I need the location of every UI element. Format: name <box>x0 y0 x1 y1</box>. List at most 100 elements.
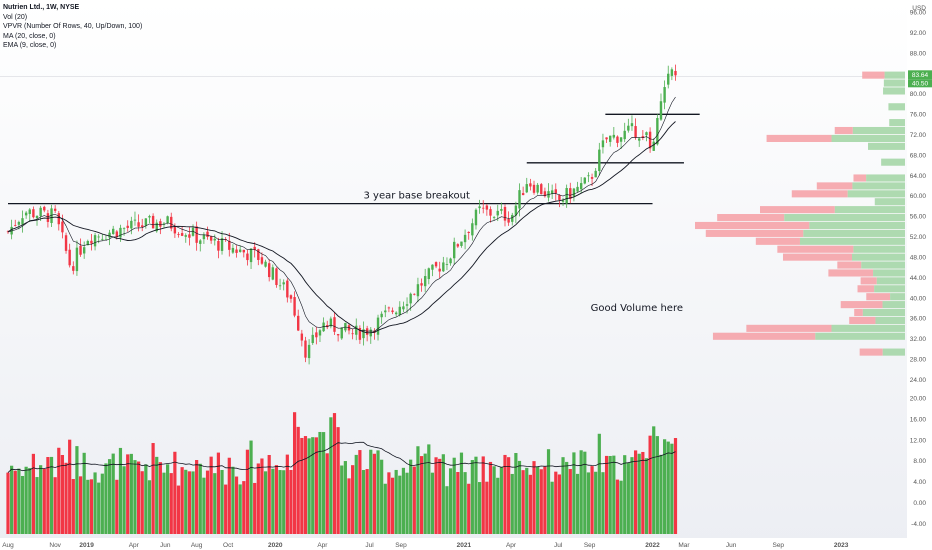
candle-body <box>249 248 253 263</box>
candle-body <box>90 240 93 244</box>
volume-bar <box>303 436 308 534</box>
candle-body <box>43 206 46 211</box>
volume-bar <box>209 456 213 534</box>
candle-body <box>72 266 75 271</box>
volume-bar <box>162 472 166 534</box>
candle-body <box>413 293 416 295</box>
volume-bar <box>57 447 61 534</box>
volume-bar <box>13 470 17 534</box>
vp-row-up <box>889 119 905 127</box>
candle-body <box>79 245 82 255</box>
time-tick-label: Apr <box>506 542 517 549</box>
candle-body <box>525 184 528 193</box>
candle-body <box>307 344 311 359</box>
price-tick-label: 64.00 <box>910 173 927 180</box>
vp-row-down <box>834 126 853 135</box>
volume-bar <box>140 471 144 534</box>
candle-body <box>141 225 144 228</box>
candle-body <box>275 268 278 286</box>
candle-body <box>177 234 180 235</box>
volume-bar <box>234 476 239 534</box>
price-tick-label: 32.00 <box>910 336 927 343</box>
volume-bar <box>470 460 474 534</box>
vp-row-down <box>712 332 816 340</box>
volume-bar <box>601 472 605 534</box>
vp-row-down <box>717 214 785 222</box>
volume-bar <box>637 453 641 534</box>
candle-body <box>572 188 576 197</box>
candle-body <box>532 184 536 193</box>
time-tick-label: Aug <box>191 542 203 549</box>
legend-ma[interactable]: MA (20, close, 0) <box>3 32 56 40</box>
candle-body <box>670 69 674 76</box>
time-tick-label: Sep <box>584 542 596 549</box>
legend-vpvr[interactable]: VPVR (Number Of Rows, 40, Up/Down, 100) <box>3 23 143 31</box>
volume-bar <box>17 468 21 534</box>
candle-body <box>155 222 158 232</box>
vp-row-down <box>766 134 832 142</box>
vp-row-up <box>852 182 905 190</box>
candle-body <box>126 225 129 228</box>
volume-bar <box>543 466 547 534</box>
vp-row-down <box>791 190 848 198</box>
candle-body <box>68 249 71 266</box>
volume-bar <box>35 477 39 534</box>
legend-ema[interactable]: EMA (9, close, 0) <box>3 42 57 50</box>
volume-bar <box>307 438 311 534</box>
volume-bar <box>144 464 148 534</box>
candle-body <box>282 282 285 285</box>
time-tick-label: Jul <box>365 542 374 549</box>
candle-body <box>565 187 568 204</box>
time-tick-label: Sep <box>395 542 407 549</box>
volume-bar <box>463 472 467 534</box>
candle-body <box>267 263 271 278</box>
candle-body <box>463 234 467 243</box>
candle-body <box>260 257 264 264</box>
volume-bar <box>546 449 551 534</box>
candle-body <box>119 227 122 238</box>
volume-bar <box>173 451 177 534</box>
symbol-title[interactable]: Nutrien Ltd., 1W, NYSE <box>3 4 80 11</box>
volume-bar <box>409 459 413 534</box>
volume-tick-label: 20.00 <box>910 396 927 403</box>
candle-body <box>612 134 616 138</box>
candle-body <box>46 213 50 222</box>
time-tick-label: Jun <box>160 542 171 549</box>
volume-bar <box>336 427 340 534</box>
price-tick-label: 36.00 <box>910 316 927 323</box>
volume-bar <box>550 481 554 534</box>
vp-row-up <box>815 332 905 340</box>
volume-bar <box>499 467 503 534</box>
vp-row-up <box>853 245 905 253</box>
volume-bar <box>93 472 97 534</box>
vp-row-down <box>854 308 863 317</box>
volume-bar <box>256 463 260 534</box>
price-tick-label: 80.00 <box>910 91 927 98</box>
candle-body <box>482 207 485 209</box>
volume-bar <box>655 436 659 534</box>
volume-bar <box>369 449 373 534</box>
legend-vol[interactable]: Vol (20) <box>3 13 28 21</box>
candle-body <box>213 238 216 241</box>
candle-body <box>344 322 347 331</box>
candle-body <box>442 262 445 272</box>
candle-body <box>376 317 380 335</box>
annotation-1: 3 year base breakout <box>364 191 470 202</box>
volume-bar <box>271 468 275 534</box>
volume-bar <box>528 474 532 534</box>
candle-body <box>434 262 438 267</box>
volume-bar <box>111 453 115 534</box>
volume-bar <box>107 459 112 534</box>
price-tick-label: 92.00 <box>910 30 927 37</box>
vp-row-up <box>883 87 905 95</box>
candle-body <box>594 170 597 178</box>
vp-row-down <box>760 206 835 214</box>
candle-body <box>97 236 100 238</box>
volume-bar <box>521 470 525 534</box>
candle-body <box>550 190 554 194</box>
volume-bar <box>104 463 108 534</box>
vp-row-up <box>831 324 905 332</box>
candle-body <box>64 235 68 251</box>
